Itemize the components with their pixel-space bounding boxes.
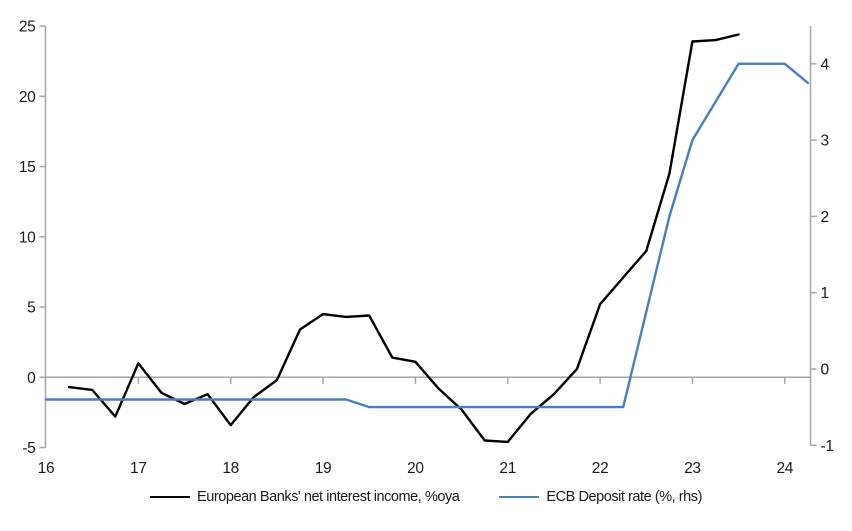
legend-item-net-interest-income: European Banks' net interest income, %oy… bbox=[150, 489, 460, 505]
net-interest-income-legend-label: European Banks' net interest income, %oy… bbox=[197, 489, 460, 505]
y-axis-left-tick-label: 25 bbox=[19, 19, 36, 36]
x-axis-tick-label: 17 bbox=[130, 460, 147, 477]
x-axis-tick-label: 16 bbox=[38, 460, 55, 477]
y-axis-left-tick-label: 5 bbox=[27, 300, 35, 317]
legend-item-ecb-deposit-rate: ECB Deposit rate (%, rhs) bbox=[499, 489, 702, 505]
axes-layer bbox=[44, 26, 812, 448]
x-axis-tick-label: 21 bbox=[499, 460, 516, 477]
y-axis-left-tick-label: 20 bbox=[19, 89, 36, 106]
x-axis-tick-label: 19 bbox=[315, 460, 332, 477]
y-axis-left-tick-label: 10 bbox=[19, 229, 36, 246]
legend: European Banks' net interest income, %oy… bbox=[0, 489, 852, 505]
y-axis-right-tick-label: 0 bbox=[821, 362, 830, 379]
y-axis-left-tick-label: 0 bbox=[27, 370, 36, 387]
y-axis-left-tick-label: 15 bbox=[19, 159, 36, 176]
net-interest-income-line-sample bbox=[150, 496, 191, 498]
ecb-deposit-rate-line-sample bbox=[499, 496, 540, 498]
series-line-0 bbox=[67, 33, 740, 444]
y-axis-right-tick-label: 3 bbox=[821, 133, 829, 150]
y-axis-left-tick-label: -5 bbox=[22, 440, 35, 457]
ticks-layer bbox=[39, 25, 817, 449]
x-axis-tick-label: 23 bbox=[684, 460, 701, 477]
x-axis-tick-label: 20 bbox=[407, 460, 424, 477]
y-axis-right-tick-label: 4 bbox=[821, 56, 830, 73]
y-axis-right-tick-label: -1 bbox=[821, 438, 834, 455]
x-axis-tick-label: 22 bbox=[592, 460, 609, 477]
y-axis-right-tick-label: 1 bbox=[821, 285, 829, 302]
series-layer bbox=[44, 33, 810, 444]
y-axis-right-tick-label: 2 bbox=[821, 209, 829, 226]
ecb-deposit-rate-legend-label: ECB Deposit rate (%, rhs) bbox=[546, 489, 702, 505]
series-line-1 bbox=[44, 62, 810, 409]
x-axis-tick-label: 24 bbox=[776, 460, 793, 477]
x-axis-tick-label: 18 bbox=[222, 460, 239, 477]
